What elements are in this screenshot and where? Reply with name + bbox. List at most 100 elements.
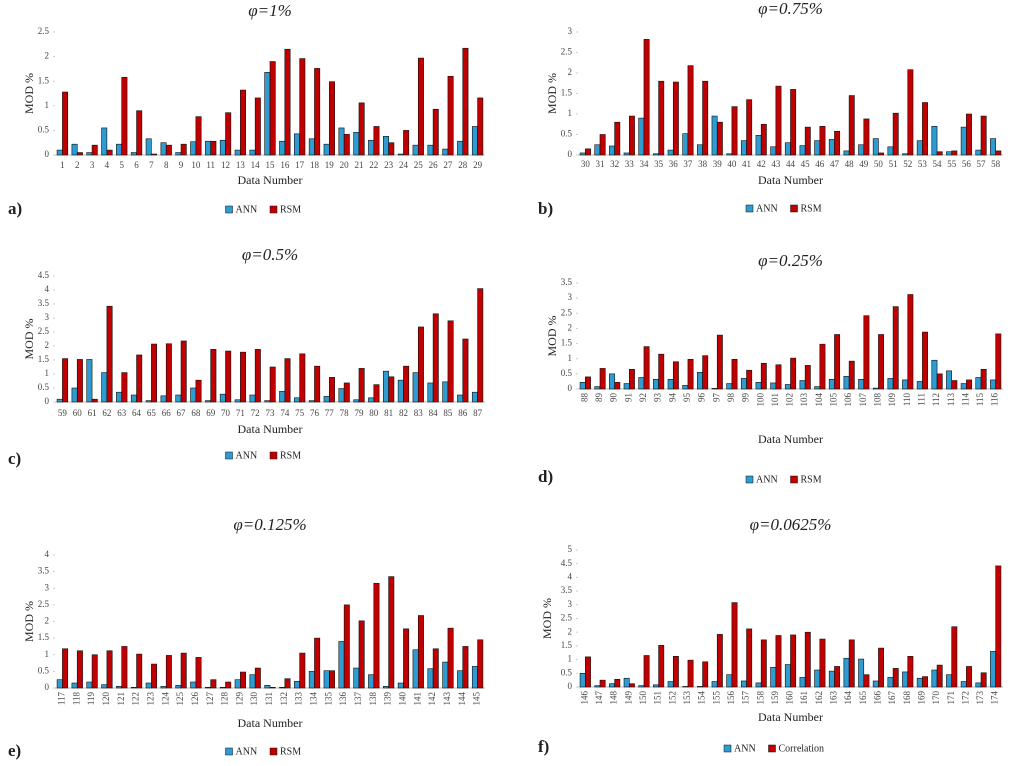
bar	[314, 637, 321, 689]
x-tick-label: 158	[755, 691, 765, 705]
x-tick-label: 130	[249, 692, 259, 706]
x-tick-label: 79	[354, 408, 364, 418]
x-tick-label: 168	[902, 691, 912, 705]
y-tick-label: 2.5	[561, 47, 573, 57]
bar	[412, 144, 419, 156]
bar	[711, 115, 718, 156]
x-tick-label: 21	[354, 160, 363, 170]
x-tick-label: 18	[310, 160, 320, 170]
x-axis-label: Data Number	[758, 173, 823, 187]
bar	[205, 687, 211, 689]
y-tick-label: 2.5	[38, 599, 50, 609]
x-tick-label: 84	[429, 408, 439, 418]
bar	[878, 647, 885, 688]
x-tick-label: 25	[414, 160, 424, 170]
bar	[397, 682, 404, 689]
bar	[195, 657, 202, 689]
x-tick-label: 50	[874, 159, 884, 169]
bar	[219, 393, 226, 403]
x-tick-label: 32	[610, 159, 619, 169]
x-tick-label: 31	[595, 159, 604, 169]
bar	[442, 148, 449, 156]
x-tick-label: 61	[88, 408, 97, 418]
x-tick-label: 76	[310, 408, 320, 418]
bar	[682, 133, 689, 156]
x-tick-label: 159	[770, 691, 780, 705]
panel-label: e)	[8, 741, 21, 760]
x-tick-label: 82	[399, 408, 408, 418]
x-tick-label: 157	[741, 691, 751, 705]
y-tick-label: 3.5	[561, 585, 573, 595]
bar	[323, 670, 330, 689]
bar	[471, 126, 478, 156]
y-tick-label: 4.5	[38, 270, 50, 280]
x-axis-label: Data Number	[238, 422, 303, 436]
x-tick-label: 70	[221, 408, 231, 418]
bar	[432, 108, 439, 156]
y-tick-label: 0.5	[38, 665, 50, 675]
y-tick-label: 1.5	[561, 88, 573, 98]
bar	[863, 315, 870, 390]
x-tick-label: 39	[713, 159, 723, 169]
bar	[907, 294, 914, 390]
x-tick-label: 37	[683, 159, 693, 169]
x-tick-label: 6	[134, 160, 139, 170]
x-tick-label: 34	[639, 159, 649, 169]
bar	[91, 398, 98, 403]
bar	[848, 360, 855, 390]
bar	[116, 391, 123, 403]
bar	[579, 672, 586, 688]
bar	[966, 113, 972, 156]
bar	[56, 398, 63, 403]
bar	[946, 151, 953, 156]
x-tick-label: 62	[102, 408, 111, 418]
panel-label: f)	[538, 737, 549, 756]
x-tick-label: 137	[353, 692, 363, 706]
bar	[427, 144, 434, 156]
bar	[922, 331, 928, 390]
y-tick-label: 2.5	[38, 326, 50, 336]
bar	[658, 353, 665, 390]
bar	[86, 359, 93, 403]
legend-label: ANN	[734, 743, 756, 754]
x-tick-label: 4	[105, 160, 110, 170]
bar	[643, 346, 650, 390]
bar	[249, 674, 256, 689]
bar	[799, 145, 806, 156]
bar	[799, 380, 806, 390]
x-tick-label: 15	[266, 160, 276, 170]
bar	[922, 102, 928, 156]
bar	[447, 320, 454, 403]
bar	[462, 646, 469, 689]
bar	[71, 387, 78, 403]
x-tick-label: 60	[73, 408, 83, 418]
bar	[249, 394, 256, 403]
x-tick-label: 38	[698, 159, 708, 169]
bar	[412, 372, 419, 403]
bar	[804, 365, 811, 390]
bar	[878, 334, 885, 390]
bar	[887, 146, 894, 156]
bar	[432, 648, 439, 689]
bar	[711, 681, 718, 688]
y-tick-label: 4	[568, 571, 573, 581]
bar	[62, 648, 69, 689]
bar	[790, 634, 797, 688]
bar	[219, 687, 226, 689]
x-tick-label: 17	[295, 160, 305, 170]
bar	[210, 679, 217, 689]
bar	[368, 139, 375, 156]
bar	[731, 602, 738, 688]
bar	[623, 383, 630, 390]
x-tick-label: 44	[786, 159, 796, 169]
x-tick-label: 116	[990, 393, 1000, 407]
legend-swatch	[269, 747, 278, 756]
bar	[471, 391, 478, 403]
bar	[373, 582, 380, 689]
bar	[995, 565, 1002, 688]
x-tick-label: 96	[697, 393, 707, 403]
bar	[916, 140, 923, 156]
x-tick-label: 138	[368, 692, 378, 706]
x-tick-label: 127	[205, 692, 215, 706]
x-tick-label: 102	[785, 393, 795, 407]
